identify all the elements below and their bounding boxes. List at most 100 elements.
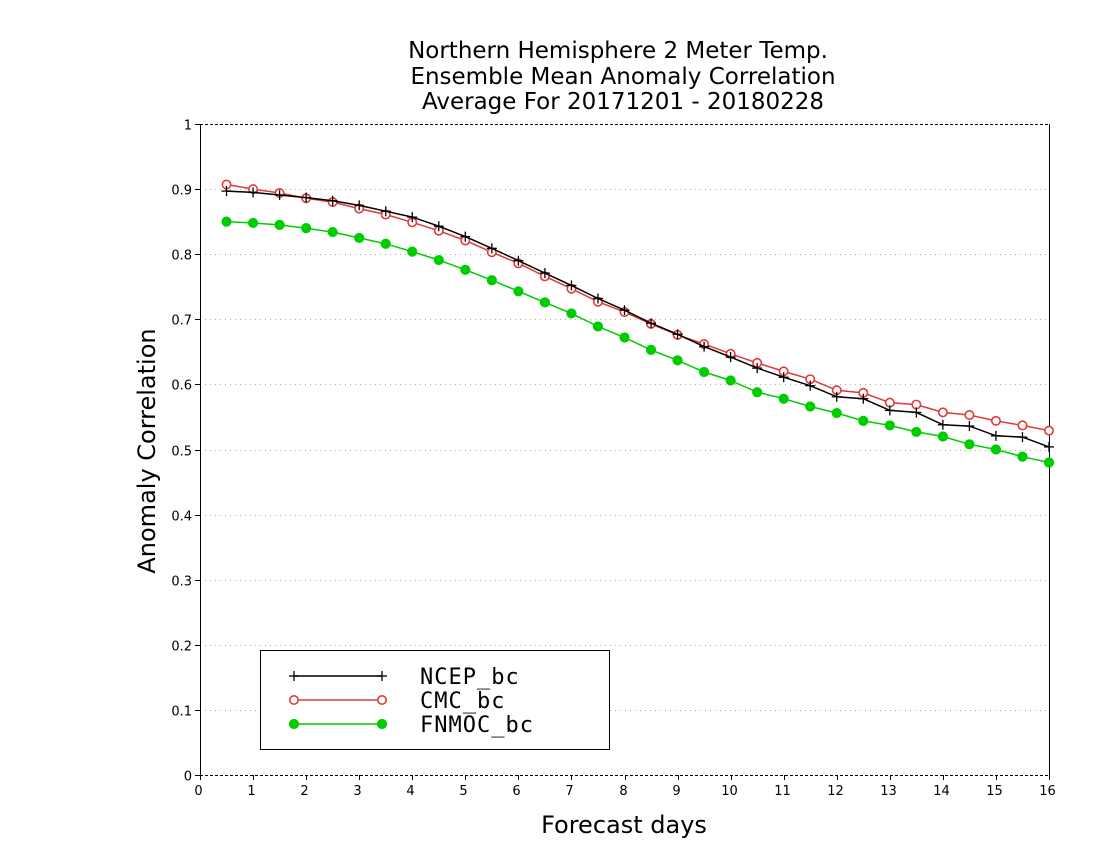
point-fnmoc-bc-29 (990, 444, 1002, 455)
point-ncep-bc-14 (592, 293, 603, 304)
point-ncep-bc-18 (699, 341, 710, 352)
point-ncep-bc-2 (274, 189, 285, 200)
point-fnmoc-bc-1 (247, 217, 259, 229)
x-tick-label-3: 3 (353, 784, 361, 799)
point-fnmoc-bc-22 (805, 401, 816, 412)
point-ncep-bc-12 (539, 268, 550, 279)
point-ncep-bc-19 (725, 352, 736, 363)
point-ncep-bc-24 (858, 393, 869, 404)
point-ncep-bc-9 (460, 231, 471, 242)
y-axis-title: Anomaly Correlation (133, 328, 161, 573)
point-ncep-bc-5 (354, 200, 365, 211)
point-fnmoc-bc-10 (486, 275, 497, 286)
point-ncep-bc-15 (619, 305, 630, 316)
x-tick-label-2: 2 (300, 784, 308, 799)
x-tick-label-12: 12 (827, 784, 844, 799)
point-ncep-bc-23 (831, 391, 842, 402)
point-ncep-bc-16 (646, 318, 657, 329)
legend-marker-right-cmc-bc (376, 694, 387, 705)
point-fnmoc-bc-13 (566, 308, 577, 319)
point-fnmoc-bc-16 (645, 344, 657, 355)
x-tick-label-9: 9 (672, 784, 680, 799)
x-tick-label-8: 8 (619, 784, 627, 799)
point-ncep-bc-27 (937, 419, 948, 430)
point-ncep-bc-28 (964, 421, 975, 432)
point-fnmoc-bc-11 (513, 286, 524, 297)
point-ncep-bc-17 (672, 329, 683, 340)
legend-marker-left-fnmoc-bc (288, 718, 300, 730)
y-tick-label-0: 0 (184, 770, 192, 785)
point-ncep-bc-6 (380, 206, 391, 217)
point-ncep-bc-10 (486, 243, 497, 254)
x-tick-label-6: 6 (512, 784, 520, 799)
y-tick-label-3: 0.3 (171, 575, 192, 590)
point-ncep-bc-3 (301, 192, 312, 203)
y-tick-label-4: 0.4 (171, 510, 192, 525)
chart-title-line-3: Average For 20171201 - 20180228 (422, 89, 824, 115)
x-tick-label-11: 11 (774, 784, 791, 799)
y-tick-label-8: 0.8 (171, 249, 192, 264)
x-tick-label-15: 15 (986, 784, 1003, 799)
point-ncep-bc-20 (752, 363, 763, 374)
x-tick-label-7: 7 (565, 784, 573, 799)
point-ncep-bc-13 (566, 280, 577, 291)
legend-marker-left-ncep-bc (289, 671, 299, 681)
data-series (221, 179, 1055, 468)
point-fnmoc-bc-2 (274, 219, 285, 231)
point-ncep-bc-25 (884, 405, 895, 416)
point-fnmoc-bc-12 (539, 297, 551, 308)
legend-label-cmc: CMC_bc (420, 689, 505, 714)
legend-marker-right-ncep-bc (377, 671, 387, 681)
point-fnmoc-bc-28 (964, 439, 975, 450)
chart-title-line-2: Ensemble Mean Anomaly Correlation (410, 64, 835, 90)
point-fnmoc-bc-25 (884, 420, 895, 431)
point-cmc-bc-30 (1017, 420, 1028, 431)
x-tick-label-14: 14 (933, 784, 950, 799)
y-tick-label-6: 0.6 (171, 379, 192, 394)
point-fnmoc-bc-21 (778, 393, 789, 404)
legend-marker-right-fnmoc-bc (376, 718, 388, 730)
point-fnmoc-bc-8 (433, 254, 444, 266)
point-ncep-bc-22 (805, 380, 816, 391)
point-fnmoc-bc-0 (221, 216, 232, 227)
point-fnmoc-bc-4 (327, 226, 338, 238)
point-fnmoc-bc-17 (672, 355, 683, 366)
point-fnmoc-bc-15 (619, 332, 630, 343)
x-tick-label-13: 13 (880, 784, 897, 799)
point-fnmoc-bc-23 (831, 407, 842, 419)
point-fnmoc-bc-9 (460, 264, 471, 275)
point-ncep-bc-4 (327, 195, 338, 206)
y-tick-label-10: 1 (184, 119, 192, 134)
point-ncep-bc-26 (911, 407, 922, 418)
series-cmc-bc (221, 179, 1055, 436)
legend-swatches (288, 671, 388, 730)
point-ncep-bc-0 (221, 186, 232, 197)
point-ncep-bc-31 (1044, 441, 1054, 452)
x-tick-label-5: 5 (459, 784, 467, 799)
x-tick-label-1: 1 (247, 784, 255, 799)
point-fnmoc-bc-19 (725, 375, 736, 386)
legend: NCEP_bc CMC_bc FNMOC_bc (260, 650, 610, 750)
y-tick-label-1: 0.1 (171, 705, 192, 720)
point-fnmoc-bc-27 (937, 431, 948, 442)
point-ncep-bc-11 (513, 255, 524, 266)
point-fnmoc-bc-24 (858, 415, 869, 426)
x-tick-label-16: 16 (1039, 784, 1056, 799)
point-fnmoc-bc-31 (1043, 457, 1055, 468)
y-tick-label-9: 0.9 (171, 184, 192, 199)
point-cmc-bc-29 (990, 415, 1001, 426)
point-fnmoc-bc-18 (698, 366, 710, 378)
x-tick-label-0: 0 (194, 784, 202, 799)
y-tick-label-2: 0.2 (171, 640, 192, 655)
y-tick-label-5: 0.5 (171, 445, 192, 460)
point-fnmoc-bc-14 (592, 321, 604, 332)
point-fnmoc-bc-30 (1017, 451, 1028, 462)
x-tick-label-4: 4 (406, 784, 414, 799)
point-ncep-bc-8 (433, 221, 444, 232)
point-fnmoc-bc-26 (911, 426, 922, 438)
legend-label-fnmoc: FNMOC_bc (420, 713, 534, 738)
point-fnmoc-bc-3 (301, 223, 312, 234)
point-fnmoc-bc-7 (407, 246, 418, 257)
point-ncep-bc-29 (990, 430, 1001, 441)
